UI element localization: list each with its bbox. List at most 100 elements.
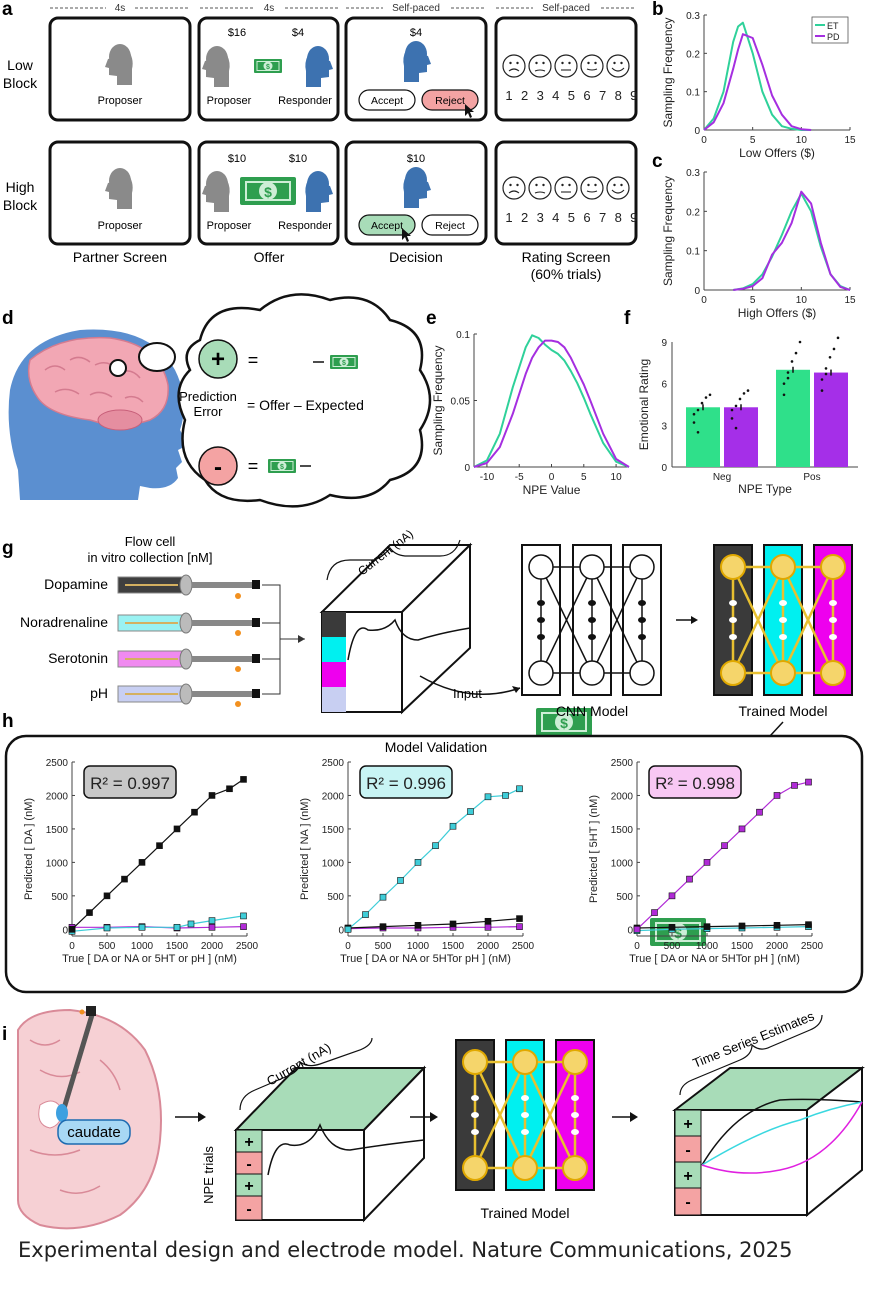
bar-PD-Pos	[814, 372, 848, 467]
y-tick-label: 500	[616, 892, 633, 903]
proposer-head-icon	[105, 168, 133, 209]
y-tick-label: 1500	[611, 825, 634, 836]
input-label: Input	[453, 686, 482, 701]
rating-number: 5	[568, 88, 575, 103]
bar-PD-Neg	[724, 407, 758, 467]
accept-button[interactable]: Accept	[358, 214, 416, 236]
y-axis-label: Predicted [ DA ] (nM)	[23, 798, 35, 900]
responder-head-icon	[403, 41, 431, 82]
data-point	[786, 376, 790, 380]
point-NA	[516, 785, 523, 793]
rating-number: 8	[615, 210, 622, 225]
electrode-probe-icon	[59, 1014, 95, 1116]
series-line-PD	[473, 339, 630, 468]
proposer-label: Proposer	[98, 220, 143, 232]
npe-trials-label: NPE trials	[201, 1146, 216, 1204]
trial-sign: -	[685, 1194, 690, 1211]
y-tick-label: 0.1	[456, 330, 470, 341]
point-5HT	[484, 923, 492, 931]
point-5HT	[756, 808, 763, 816]
equals-sign: =	[248, 350, 259, 370]
timing-2: 4s	[264, 3, 275, 14]
fit-line-DA	[71, 778, 244, 930]
rating-number: 6	[583, 88, 590, 103]
point-DA	[805, 921, 812, 928]
trial-sign: +	[244, 1178, 253, 1195]
reject-button[interactable]: Reject	[421, 214, 479, 236]
rating-number: 8	[615, 88, 622, 103]
positive-error-circle	[198, 339, 238, 379]
rating-number: 3	[537, 88, 544, 103]
rating-number: 6	[583, 210, 590, 225]
fit-line-NA	[636, 926, 809, 932]
x-tick-label: 0	[634, 941, 640, 952]
timing-3: Self-paced	[392, 3, 440, 14]
panel-g: Flow cell in vitro collection [nM] Dopam…	[20, 527, 854, 719]
x-tick-label: 0	[345, 941, 351, 952]
x-axis-label: NPE Value	[523, 483, 581, 497]
row-label-high-1: High	[6, 179, 35, 195]
panel-letter-f: f	[624, 308, 631, 329]
point-DA	[773, 921, 781, 929]
screen-label-rating: Rating Screen	[522, 249, 611, 265]
point-5HT	[791, 782, 798, 789]
y-tick-label: 0	[62, 925, 68, 936]
rating-number: 3	[537, 210, 544, 225]
x-tick-label: 15	[844, 295, 856, 306]
point-NA	[379, 893, 387, 901]
brain-section-icon	[17, 1008, 162, 1230]
reject-button[interactable]: Reject	[421, 89, 479, 111]
panel-letter-a: a	[2, 0, 13, 20]
chart-h-na-validation: 0 500 1000 1500 2000 2500 0 500 1000 1500 2000 2500…	[299, 758, 535, 965]
data-point	[790, 360, 794, 363]
x-tick-label: 1500	[731, 941, 754, 952]
caudate-label: caudate	[67, 1124, 120, 1141]
x-tick-label: 500	[99, 941, 116, 952]
point-NA	[362, 911, 369, 918]
chart-b-low-offers: 0 0.1 0.2 0.3 0 5 10 15 Low Offers ($) Sampling F…	[661, 11, 856, 160]
proposer-head-icon	[202, 46, 230, 87]
y-tick-label: 0.05	[451, 397, 471, 408]
r-squared-badge: R² = 0.997	[83, 765, 177, 799]
reject-label: Reject	[435, 95, 465, 107]
y-tick-label: 3	[661, 421, 667, 432]
data-point	[696, 430, 700, 434]
x-tick-label: Neg	[713, 472, 731, 483]
face-icon	[554, 176, 578, 200]
x-tick-label: 10	[796, 295, 808, 306]
data-point	[734, 404, 738, 408]
row-label-low-2: Block	[3, 75, 38, 91]
x-tick-label: 2000	[477, 941, 500, 952]
row-label-low-1: Low	[7, 57, 34, 73]
rating-number: 2	[521, 88, 528, 103]
point-NA	[344, 926, 352, 933]
point-DA	[173, 825, 181, 833]
accept-button[interactable]: Accept	[358, 89, 416, 111]
proposer-head-icon	[202, 171, 230, 212]
panel-i: caudate + - + - Current (nA) NPE trials	[17, 1006, 865, 1230]
point-DA	[668, 923, 676, 931]
money-bill-icon	[253, 58, 283, 74]
r-squared-badge: R² = 0.996	[359, 765, 453, 799]
reject-label: Reject	[435, 220, 465, 232]
current-data-block: Current (nA)	[319, 527, 473, 715]
data-point	[746, 389, 750, 392]
y-axis-label: Predicted [ NA ] (nM)	[299, 798, 311, 900]
row-labels: Low Block High Block	[3, 57, 38, 213]
data-point	[828, 355, 832, 359]
fit-line-DA	[347, 918, 520, 929]
data-point	[794, 351, 798, 355]
x-tick-label: 1000	[696, 941, 719, 952]
x-tick-label: 2500	[801, 941, 824, 952]
face-icon	[502, 176, 526, 200]
rating-number: 7	[599, 210, 606, 225]
flow-cell-title-2: in vitro collection [nM]	[88, 550, 213, 565]
y-tick-label: 6	[661, 380, 667, 391]
y-tick-label: 0	[464, 463, 470, 474]
responder-head-icon	[305, 171, 333, 212]
point-NA	[240, 912, 247, 920]
timing-4: Self-paced	[542, 3, 590, 14]
y-axis-label: Sampling Frequency	[661, 176, 675, 286]
